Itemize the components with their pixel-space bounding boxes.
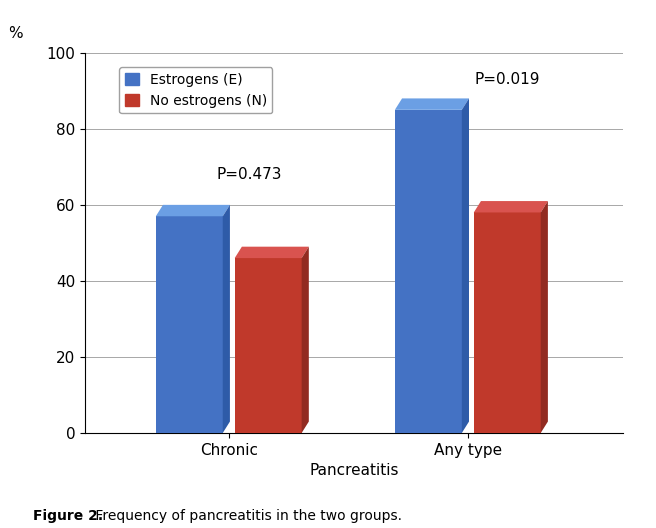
X-axis label: Pancreatitis: Pancreatitis xyxy=(310,463,399,478)
Text: Figure 2.: Figure 2. xyxy=(33,508,103,523)
Polygon shape xyxy=(395,110,462,433)
Text: P=0.019: P=0.019 xyxy=(475,72,541,87)
Polygon shape xyxy=(462,98,469,433)
Polygon shape xyxy=(156,205,230,216)
Polygon shape xyxy=(235,247,309,258)
Polygon shape xyxy=(395,98,469,110)
Polygon shape xyxy=(156,216,223,433)
Text: Frequency of pancreatitis in the two groups.: Frequency of pancreatitis in the two gro… xyxy=(91,508,401,523)
Polygon shape xyxy=(474,201,548,212)
Polygon shape xyxy=(223,205,230,433)
Polygon shape xyxy=(302,247,309,433)
Legend: Estrogens (E), No estrogens (N): Estrogens (E), No estrogens (N) xyxy=(119,68,272,114)
Polygon shape xyxy=(474,212,541,433)
Text: P=0.473: P=0.473 xyxy=(216,167,282,182)
Text: %: % xyxy=(8,26,23,41)
Polygon shape xyxy=(235,258,302,433)
Polygon shape xyxy=(541,201,548,433)
